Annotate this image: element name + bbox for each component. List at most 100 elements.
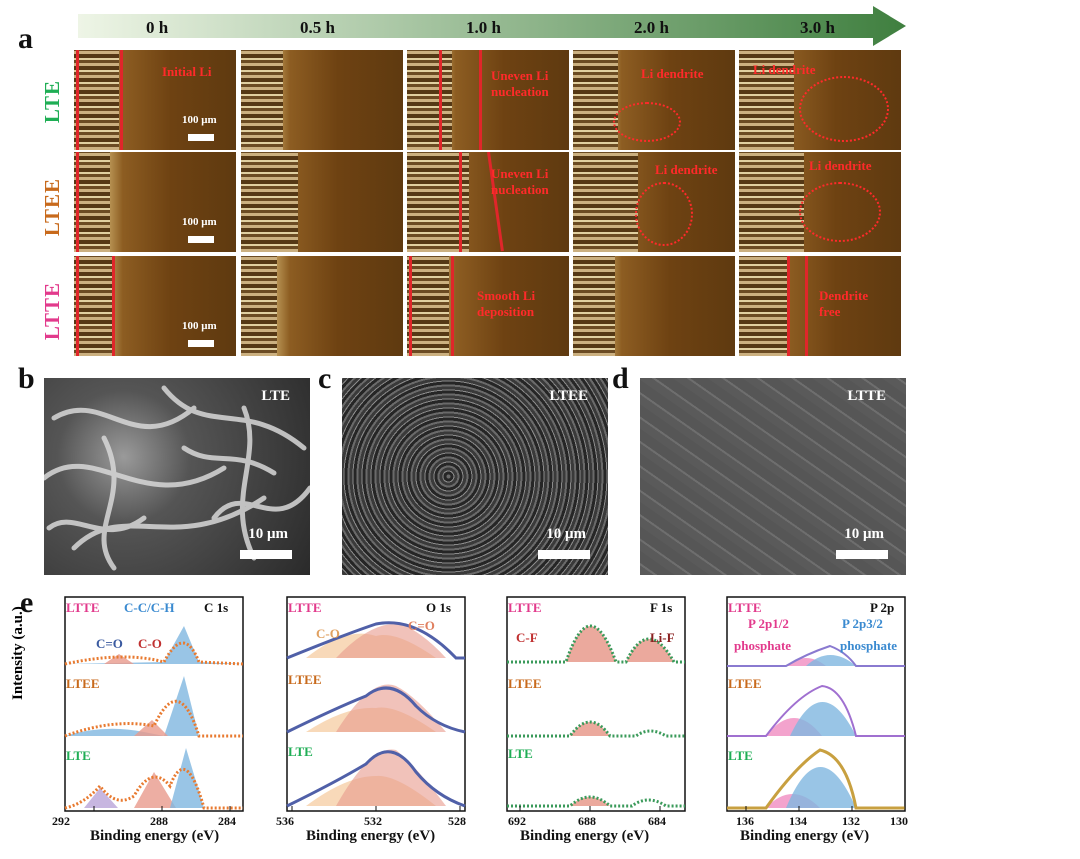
x-tick: 292 bbox=[52, 814, 70, 828]
x-tick: 536 bbox=[276, 814, 294, 828]
xps-f1s-plot bbox=[506, 596, 686, 812]
micrograph-lte-2h: Li dendrite bbox=[573, 50, 735, 150]
annotation-smooth-deposition: Smooth Li deposition bbox=[477, 288, 536, 320]
x-axis-label: Binding energy (eV) bbox=[306, 828, 436, 844]
sem-label: LTE bbox=[261, 388, 290, 404]
row-label: LTEE bbox=[508, 676, 542, 691]
time-label-3: 2.0 h bbox=[634, 18, 669, 37]
row-label: LTE bbox=[288, 744, 313, 759]
row-label: LTE bbox=[728, 748, 753, 763]
xps-o1s: LTTE LTEE LTE O 1s C-O C=O 536 532 528 B… bbox=[276, 596, 466, 844]
peak-label: P 2p3/2 bbox=[842, 616, 883, 631]
spectrum-title: O 1s bbox=[426, 600, 451, 615]
row-label: LTTE bbox=[288, 600, 322, 615]
peak-label: C=O bbox=[96, 636, 123, 651]
spectrum-title: C 1s bbox=[204, 600, 229, 615]
annotation-li-dendrite: Li dendrite bbox=[655, 162, 718, 177]
y-axis-label: Intensity (a.u.) bbox=[10, 606, 26, 700]
sem-label: LTTE bbox=[847, 388, 886, 404]
micrograph-lte-1h: Uneven Li nucleation bbox=[407, 50, 569, 150]
row-label: LTTE bbox=[508, 600, 542, 615]
scale-bar-label: 100 μm bbox=[182, 320, 217, 332]
row-label-ltee: LTEE bbox=[40, 178, 64, 237]
micrograph-ltee-1h: Uneven Li nucleation bbox=[407, 152, 569, 252]
row-label: LTEE bbox=[728, 676, 762, 691]
x-axis-label: Binding energy (eV) bbox=[520, 828, 650, 844]
xps-o1s-plot bbox=[286, 596, 466, 812]
xps-c1s: LTTE LTEE LTE C 1s C-C/C-H C=O C-O 292 2… bbox=[52, 596, 244, 844]
time-arrow bbox=[78, 6, 906, 46]
row-label: LTE bbox=[66, 748, 91, 763]
row-label-lte: LTE bbox=[40, 80, 64, 124]
peak-label: C-O bbox=[316, 626, 340, 641]
annotation-li-dendrite: Li dendrite bbox=[641, 66, 704, 81]
annotation-uneven-nucleation: Uneven Li nucleation bbox=[491, 68, 549, 100]
row-label: LTEE bbox=[288, 672, 322, 687]
x-tick: 130 bbox=[890, 814, 908, 828]
sem-scale-label: 10 μm bbox=[248, 526, 288, 542]
peak-label: C=O bbox=[408, 618, 435, 633]
time-label-4: 3.0 h bbox=[800, 18, 835, 37]
xps-p2p-plot bbox=[726, 596, 906, 812]
micrograph-lte-0.5h bbox=[241, 50, 403, 150]
spectrum-title: F 1s bbox=[650, 600, 673, 615]
sem-scale-label: 10 μm bbox=[844, 526, 884, 542]
scale-bar-label: 100 μm bbox=[182, 114, 217, 126]
xps-p2p: LTTE LTEE LTE P 2p P 2p1/2 P 2p3/2 phosp… bbox=[726, 596, 908, 844]
micrograph-ltte-0h: 100 μm bbox=[74, 256, 236, 356]
time-label-1: 0.5 h bbox=[300, 18, 335, 37]
peak-label: C-F bbox=[516, 630, 538, 645]
panel-e-letter: e bbox=[20, 586, 34, 619]
x-tick: 532 bbox=[364, 814, 382, 828]
annotation-dendrite-free: Dendrite free bbox=[819, 288, 869, 320]
micrograph-ltte-3h: Dendrite free bbox=[739, 256, 901, 356]
x-tick: 132 bbox=[842, 814, 860, 828]
micrograph-lte-3h: Li dendrite bbox=[739, 50, 901, 150]
annotation-li-dendrite: Li dendrite bbox=[753, 62, 816, 77]
row-label: LTE bbox=[508, 746, 533, 761]
panel-a-letter: a bbox=[18, 22, 33, 55]
peak-label: P 2p1/2 bbox=[748, 616, 789, 631]
xps-f1s: LTTE LTEE LTE F 1s C-F Li-F 692 688 684 … bbox=[506, 596, 686, 844]
x-tick: 284 bbox=[218, 814, 236, 828]
x-axis-label: Binding energy (eV) bbox=[90, 828, 220, 844]
micrograph-ltee-0.5h bbox=[241, 152, 403, 252]
sem-label: LTEE bbox=[549, 388, 588, 404]
row-label: LTEE bbox=[66, 676, 100, 691]
scale-bar-label: 100 μm bbox=[182, 216, 217, 228]
x-tick: 692 bbox=[508, 814, 526, 828]
panel-d-letter: d bbox=[612, 362, 629, 395]
x-tick: 288 bbox=[150, 814, 168, 828]
sem-image-ltee: LTEE 10 μm bbox=[342, 378, 608, 575]
x-tick: 688 bbox=[578, 814, 596, 828]
micrograph-ltte-1h: Smooth Li deposition bbox=[407, 256, 569, 356]
peak-label: C-O bbox=[138, 636, 162, 651]
row-label: LTTE bbox=[66, 600, 100, 615]
micrograph-ltee-3h: Li dendrite bbox=[739, 152, 901, 252]
micrograph-ltee-2h: Li dendrite bbox=[573, 152, 735, 252]
row-label: LTTE bbox=[728, 600, 762, 615]
row-label-ltte: LTTE bbox=[40, 282, 64, 341]
nanowire-texture bbox=[44, 385, 310, 571]
time-label-0: 0 h bbox=[146, 18, 169, 37]
micrograph-ltee-0h: 100 μm bbox=[74, 152, 236, 252]
panel-c-letter: c bbox=[318, 362, 332, 395]
x-tick: 684 bbox=[648, 814, 666, 828]
sem-image-ltte: LTTE 10 μm bbox=[640, 378, 906, 575]
x-axis-label: Binding energy (eV) bbox=[740, 828, 870, 844]
spectrum-title: P 2p bbox=[870, 600, 895, 615]
time-label-2: 1.0 h bbox=[466, 18, 501, 37]
micrograph-ltte-2h bbox=[573, 256, 735, 356]
annotation-initial-li: Initial Li bbox=[162, 64, 212, 79]
sem-scale-label: 10 μm bbox=[546, 526, 586, 542]
x-tick: 134 bbox=[789, 814, 807, 828]
x-tick: 136 bbox=[736, 814, 754, 828]
xps-c1s-plot bbox=[64, 596, 244, 812]
annotation-li-dendrite: Li dendrite bbox=[809, 158, 872, 173]
peak-label: Li-F bbox=[650, 630, 675, 645]
sem-image-lte: LTE 10 μm bbox=[44, 378, 310, 575]
micrograph-lte-0h: Initial Li 100 μm bbox=[74, 50, 236, 150]
peak-label: phosphate bbox=[840, 638, 898, 653]
peak-label: C-C/C-H bbox=[124, 600, 175, 615]
annotation-uneven-nucleation: Uneven Li nucleation bbox=[491, 166, 549, 198]
